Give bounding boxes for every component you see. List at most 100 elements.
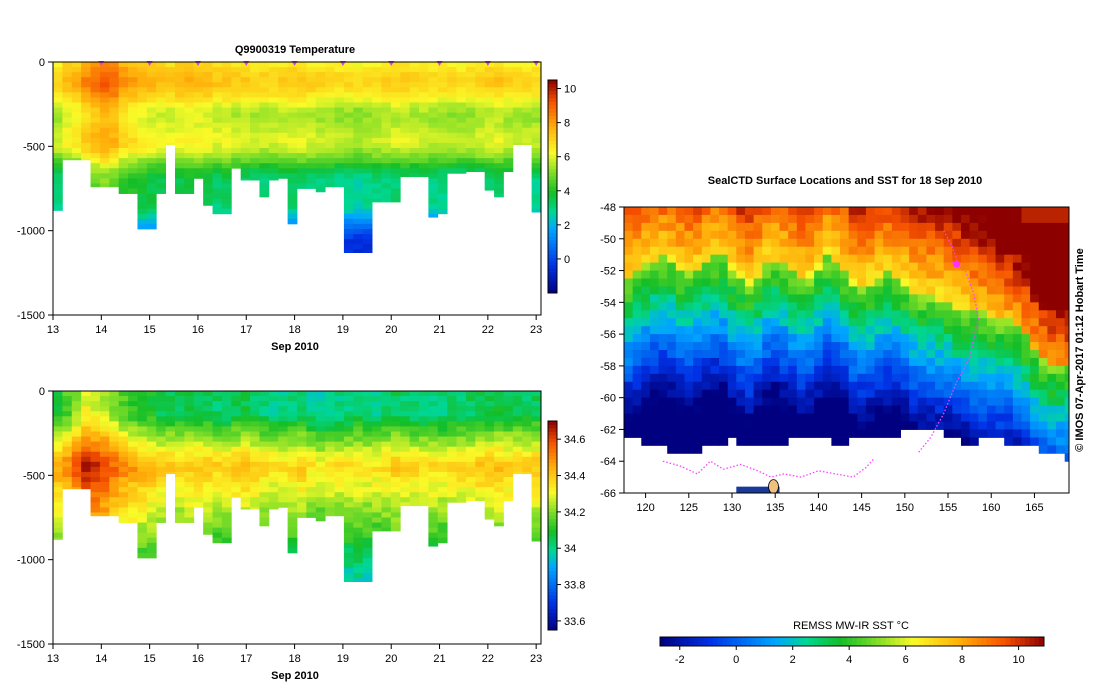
y-tick-label: 0 (39, 386, 45, 398)
profile-cell (137, 502, 148, 508)
sst-cell (624, 342, 634, 351)
profile-cell (475, 163, 486, 169)
profile-cell (353, 482, 364, 488)
sst-cell (701, 389, 711, 399)
sst-cell (1038, 381, 1048, 391)
sst-cell (831, 207, 841, 216)
sst-cell (917, 302, 927, 311)
profile-cell (353, 112, 364, 119)
profile-cell (400, 487, 411, 493)
profile-cell (62, 401, 73, 407)
profile-cell (381, 168, 392, 174)
profile-cell (353, 431, 364, 437)
sst-cell (632, 397, 642, 407)
profile-cell (81, 451, 91, 458)
sst-cell (744, 238, 755, 248)
profile-cell (437, 137, 448, 144)
profile-cell (268, 507, 279, 510)
sst-cell (960, 350, 971, 359)
profile-cell (231, 482, 242, 488)
profile-cell (456, 396, 467, 402)
sst-cell (753, 294, 763, 303)
colorbar-segment (919, 637, 925, 646)
profile-cell (494, 82, 504, 88)
colorbar-tick-label: 0 (733, 654, 739, 666)
sst-cell (701, 350, 711, 359)
sst-cell (762, 318, 772, 327)
profile-cell (221, 127, 232, 134)
profile-cell (447, 142, 457, 149)
profile-cell (456, 391, 467, 397)
profile-cell (353, 578, 364, 582)
sst-cell (1012, 230, 1022, 240)
profile-cell (287, 132, 298, 139)
profile-cell (353, 173, 364, 179)
sst-cell (753, 246, 763, 256)
sst-cell (865, 318, 876, 327)
profile-cell (53, 487, 63, 493)
colorbar-tick-label: 10 (564, 84, 576, 96)
profile-cell (62, 82, 73, 88)
sst-cell (675, 278, 685, 287)
profile-cell (146, 87, 157, 93)
profile-column (419, 62, 429, 178)
profile-cell (175, 451, 185, 458)
sst-cell (1038, 350, 1048, 359)
sst-cell (710, 429, 720, 438)
sst-cell (822, 413, 832, 422)
sst-cell (641, 342, 651, 351)
profile-cell (118, 466, 129, 473)
profile-cell (343, 542, 354, 549)
profile-cell (146, 122, 157, 129)
sst-cell (909, 254, 919, 264)
sst-cell (995, 413, 1005, 422)
profile-cell (531, 401, 542, 407)
profile-cell (343, 188, 354, 194)
sst-cell (891, 302, 901, 311)
profile-cell (334, 148, 345, 154)
profile-cell (53, 102, 63, 108)
sst-cell (978, 429, 988, 438)
profile-cell (165, 142, 176, 146)
sst-cell (848, 246, 858, 256)
profile-cell (99, 148, 110, 154)
sst-cell (796, 342, 806, 351)
profile-cell (212, 163, 223, 169)
colorbar-segment (548, 285, 557, 290)
profile-cell (278, 416, 289, 422)
profile-cell (465, 112, 476, 119)
sst-cell (978, 326, 988, 335)
profile-cell (503, 153, 514, 159)
sst-cell (986, 302, 997, 311)
profile-cell (334, 477, 345, 483)
profile-cell (137, 173, 148, 179)
sst-cell (822, 365, 832, 375)
profile-cell (137, 112, 148, 119)
sst-cell (788, 381, 798, 391)
sst-cell (874, 326, 884, 335)
sst-cell (1038, 373, 1048, 383)
profile-cell (221, 153, 232, 159)
profile-cell (343, 178, 354, 184)
profile-cell (353, 568, 364, 574)
profile-cell (297, 421, 307, 427)
profile-cell (90, 82, 101, 88)
sst-cell (900, 270, 910, 279)
sst-cell (857, 357, 867, 367)
colorbar-segment (548, 232, 557, 237)
sst-cell (840, 326, 850, 335)
profile-cell (372, 446, 382, 453)
profile-cell (372, 153, 382, 159)
profile-cell (325, 82, 335, 88)
sst-cell (710, 262, 720, 272)
profile-column (146, 62, 157, 230)
profile-cell (99, 391, 110, 397)
sst-cell (995, 405, 1005, 415)
sst-cell (796, 357, 806, 367)
profile-cell (475, 401, 486, 407)
colorbar-segment (548, 119, 557, 123)
profile-cell (503, 127, 514, 134)
profile-cell (353, 132, 364, 139)
profile-column (531, 62, 542, 213)
profile-cell (287, 137, 298, 144)
